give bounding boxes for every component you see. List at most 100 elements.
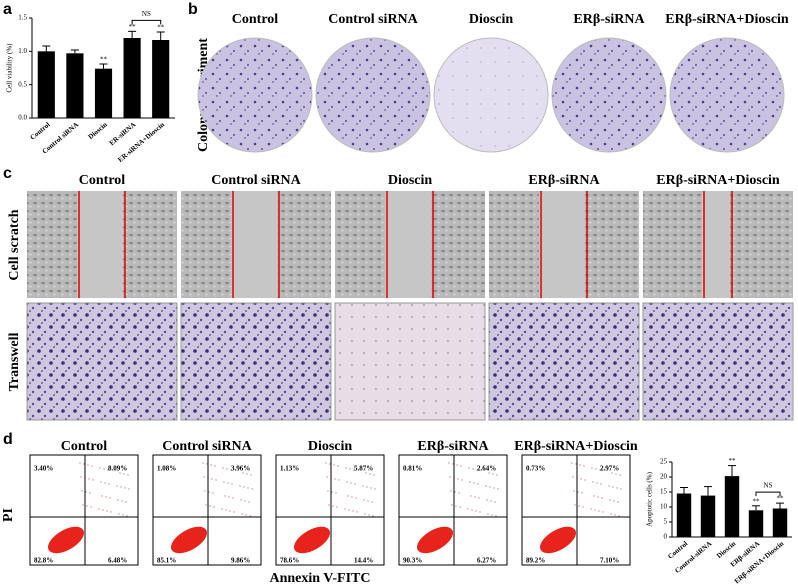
transwell-image: [488, 302, 640, 421]
event-dot: [221, 508, 223, 510]
bracket: [131, 19, 162, 25]
event-dot: [233, 511, 235, 513]
event-dot: [578, 505, 580, 507]
event-dot: [204, 490, 206, 492]
event-dot: [224, 495, 226, 497]
quadrant-value: 0.73%: [526, 465, 545, 473]
event-dot: [468, 467, 470, 469]
bar: [37, 51, 55, 119]
event-dot: [479, 511, 481, 513]
event-dot: [472, 468, 474, 470]
event-dot: [599, 469, 601, 471]
event-dot: [355, 497, 357, 499]
event-dot: [211, 478, 213, 480]
event-dot: [575, 463, 577, 465]
event-dot: [206, 463, 208, 465]
event-dot: [125, 501, 127, 503]
event-dot: [494, 501, 496, 503]
event-dot: [458, 492, 460, 494]
event-dot: [327, 490, 329, 492]
event-dot: [80, 476, 82, 478]
event-dot: [455, 505, 457, 507]
event-dot: [609, 499, 611, 501]
event-dot: [473, 482, 475, 484]
event-dot: [595, 468, 597, 470]
event-dot: [202, 462, 204, 464]
event-dot: [451, 504, 453, 506]
plot-title: ERβ-siRNA+Dioscin: [514, 439, 638, 454]
event-dot: [91, 465, 93, 467]
event-dot: [232, 497, 234, 499]
y-axis-label: Apoptotic cells (%): [646, 471, 654, 526]
event-dot: [471, 509, 473, 511]
column-title: ERβ-siRNA+Dioscin: [665, 12, 789, 27]
event-dot: [495, 515, 497, 517]
event-dot: [118, 513, 120, 515]
event-dot: [226, 468, 228, 470]
event-dot: [476, 469, 478, 471]
column-title: ERβ-siRNA: [528, 173, 600, 188]
panel-label: a: [3, 1, 12, 18]
event-dot: [212, 492, 214, 494]
event-dot: [475, 510, 477, 512]
event-dot: [90, 506, 92, 508]
event-dot: [592, 481, 594, 483]
event-dot: [348, 509, 350, 511]
event-cluster: [293, 526, 331, 554]
bar: [772, 508, 788, 537]
event-dot: [244, 500, 246, 502]
event-dot: [239, 485, 241, 487]
event-dot: [215, 479, 217, 481]
event-dot: [205, 504, 207, 506]
event-dot: [619, 474, 621, 476]
event-dot: [336, 506, 338, 508]
axis-label: PI: [1, 508, 16, 522]
event-dot: [450, 490, 452, 492]
event-dot: [590, 508, 592, 510]
event-dot: [210, 464, 212, 466]
event-dot: [580, 478, 582, 480]
event-dot: [478, 497, 480, 499]
quadrant-value: 85.1%: [157, 557, 176, 565]
event-dot: [82, 504, 84, 506]
event-dot: [250, 474, 252, 476]
event-dot: [242, 472, 244, 474]
event-dot: [120, 486, 122, 488]
event-dot: [449, 476, 451, 478]
plot-title: Control siRNA: [162, 439, 252, 454]
event-dot: [345, 467, 347, 469]
event-dot: [614, 514, 616, 516]
event-dot: [610, 513, 612, 515]
significance: **: [129, 23, 137, 31]
event-dot: [454, 491, 456, 493]
event-dot: [209, 505, 211, 507]
colony-dish: [551, 37, 667, 153]
quadrant-value: 0.81%: [403, 465, 422, 473]
scratch-gap: [385, 191, 431, 298]
event-dot: [485, 485, 487, 487]
event-dot: [448, 462, 450, 464]
event-dot: [88, 478, 90, 480]
significance: **: [100, 56, 108, 64]
event-dot: [121, 500, 123, 502]
event-dot: [356, 511, 358, 513]
event-dot: [117, 499, 119, 501]
event-dot: [103, 468, 105, 470]
event-dot: [572, 476, 574, 478]
event-dot: [87, 464, 89, 466]
column-title: Control siRNA: [328, 12, 418, 27]
quadrant-value: 8.09%: [108, 465, 127, 473]
quadrant-value: 1.08%: [157, 465, 176, 473]
quadrant-value: 14.4%: [354, 557, 373, 565]
event-dot: [122, 514, 124, 516]
y-tick-label: 1.5: [18, 14, 27, 22]
column-title: Dioscin: [469, 12, 514, 27]
event-dot: [338, 479, 340, 481]
event-dot: [329, 463, 331, 465]
event-dot: [491, 514, 493, 516]
bar: [700, 495, 716, 537]
event-dot: [594, 509, 596, 511]
quadrant-value: 78.6%: [280, 557, 299, 565]
